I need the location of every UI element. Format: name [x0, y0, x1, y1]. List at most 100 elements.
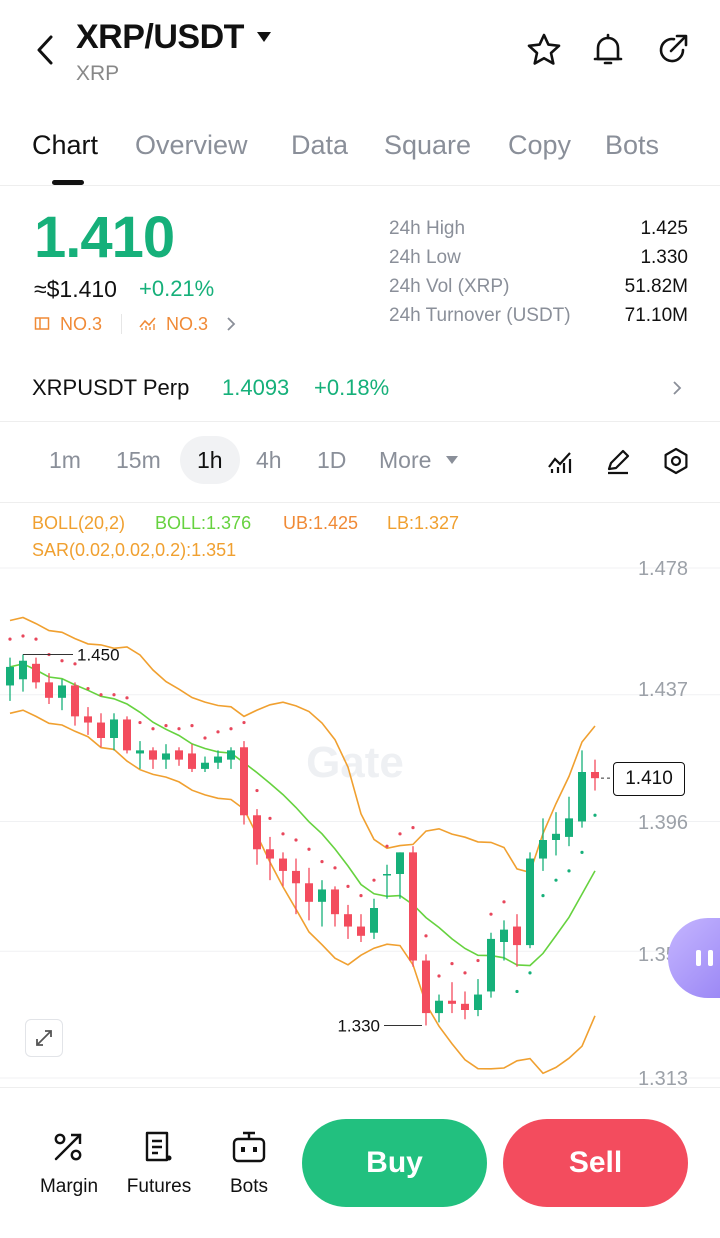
caret-down-icon[interactable]	[445, 455, 459, 465]
candle-body	[136, 750, 144, 754]
draw-pen-icon[interactable]	[604, 447, 632, 475]
candle-body	[344, 914, 352, 927]
candle	[552, 812, 560, 856]
interval-1d[interactable]: 1D	[317, 447, 347, 473]
bell-icon[interactable]	[590, 32, 626, 68]
candle-body	[149, 750, 157, 760]
sar-dot	[34, 637, 38, 641]
candle-body	[357, 926, 365, 936]
rank-badge-1[interactable]: NO.3	[60, 314, 103, 334]
sar-dot	[60, 659, 64, 663]
candle	[227, 747, 235, 769]
sar-dot	[73, 662, 77, 666]
candle	[422, 954, 430, 1026]
bots-icon[interactable]	[231, 1130, 267, 1164]
watermark-logo: Gate	[306, 738, 404, 787]
pause-bar-icon	[708, 950, 713, 966]
candle-body	[162, 753, 170, 760]
candle-body	[331, 889, 339, 915]
interval-1m[interactable]: 1m	[49, 447, 81, 473]
candle	[71, 682, 79, 726]
candle-body	[19, 660, 27, 680]
tab-data[interactable]: Data	[291, 130, 349, 160]
star-icon[interactable]	[526, 32, 562, 68]
tab-indicator	[52, 180, 84, 185]
indicator-icon[interactable]	[546, 447, 574, 475]
boll-ub-label: UB:1.425	[283, 513, 359, 533]
tab-chart[interactable]: Chart	[32, 130, 99, 160]
candle-body	[266, 849, 274, 859]
candle	[136, 741, 144, 769]
margin-icon[interactable]	[51, 1130, 85, 1164]
sar-dot	[515, 989, 519, 994]
sar-dot	[333, 866, 337, 870]
sar-dot	[125, 696, 129, 700]
sar-dot	[190, 724, 194, 728]
sar-label: SAR(0.02,0.02,0.2):1.351	[32, 540, 237, 560]
rank-trend-icon	[139, 317, 156, 330]
candle	[97, 713, 105, 748]
candle-body	[253, 815, 261, 850]
sar-dot	[528, 971, 532, 975]
candle	[331, 886, 339, 927]
sar-dot	[177, 727, 181, 731]
sar-dot	[242, 720, 246, 725]
candle-body	[487, 938, 495, 992]
fullscreen-button[interactable]	[25, 1019, 63, 1057]
interval-4h[interactable]: 4h	[256, 447, 282, 473]
futures-icon[interactable]	[142, 1130, 176, 1164]
candle	[149, 747, 157, 769]
candle-body	[435, 1000, 443, 1014]
candle	[123, 716, 131, 754]
tab-bots[interactable]: Bots	[605, 130, 660, 160]
sar-dot	[255, 788, 259, 793]
bots-label[interactable]: Bots	[229, 1176, 269, 1197]
current-price-tag: 1.410	[613, 762, 685, 796]
futures-label[interactable]: Futures	[126, 1176, 192, 1197]
back-icon[interactable]	[28, 32, 64, 68]
settings-icon[interactable]	[662, 447, 690, 475]
candle-body	[227, 750, 235, 760]
sar-dot	[424, 934, 428, 938]
candlestick-chart[interactable]: Gate 1.450 1.330	[0, 555, 720, 1085]
candle-body	[409, 852, 417, 961]
candle	[565, 796, 573, 847]
perp-name[interactable]: XRPUSDT Perp	[32, 375, 190, 400]
sar-dot	[385, 844, 389, 848]
candle-body	[292, 870, 300, 884]
stat-value: 71.10M	[624, 305, 688, 326]
perp-change: +0.18%	[314, 375, 390, 400]
candle	[513, 914, 521, 967]
sar-dot	[151, 727, 155, 731]
chevron-right-icon[interactable]	[224, 316, 238, 332]
buy-button[interactable]: Buy	[302, 1119, 487, 1207]
interval-1h[interactable]: 1h	[197, 447, 223, 473]
tab-overview[interactable]: Overview	[135, 130, 248, 160]
margin-label[interactable]: Margin	[39, 1176, 99, 1197]
pair-title[interactable]: XRP/USDT	[76, 18, 244, 56]
candle	[383, 864, 391, 899]
sar-dot	[541, 894, 545, 898]
sell-button[interactable]: Sell	[503, 1119, 688, 1207]
rank-badge-2[interactable]: NO.3	[166, 314, 209, 334]
tab-copy[interactable]: Copy	[508, 130, 572, 160]
candle	[19, 654, 27, 692]
candle	[84, 707, 92, 735]
candle-body	[370, 908, 378, 933]
sar-dot	[216, 730, 220, 734]
last-price: 1.410	[34, 205, 175, 270]
candle	[578, 750, 586, 828]
candle-body	[45, 682, 53, 698]
caret-down-icon[interactable]	[256, 30, 272, 44]
candle	[357, 914, 365, 942]
tab-square[interactable]: Square	[384, 130, 472, 160]
sar-dot	[8, 637, 12, 641]
candle	[396, 852, 404, 899]
interval-15m[interactable]: 15m	[116, 447, 161, 473]
candle	[539, 818, 547, 871]
chevron-right-icon[interactable]	[670, 379, 684, 397]
y-axis-tick: 1.478	[637, 558, 688, 580]
candle	[526, 852, 534, 949]
share-icon[interactable]	[654, 32, 690, 68]
interval-more[interactable]: More	[379, 447, 432, 473]
